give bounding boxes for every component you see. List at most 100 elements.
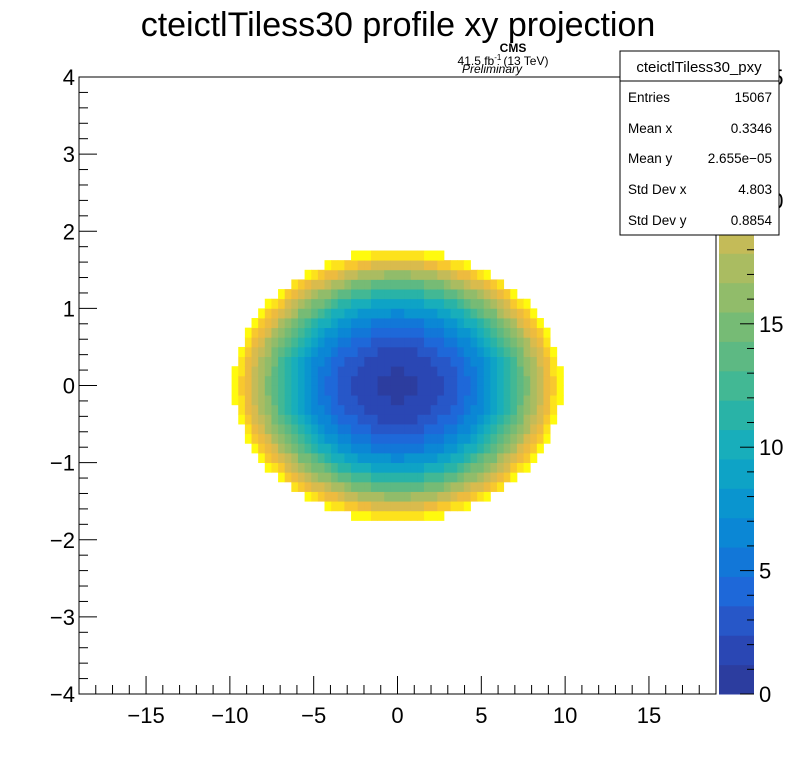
heatmap-cell bbox=[477, 318, 485, 329]
heatmap-cell bbox=[364, 260, 372, 271]
heatmap-cell bbox=[543, 395, 551, 406]
heatmap-cell bbox=[430, 318, 438, 329]
heatmap-cell bbox=[351, 318, 359, 329]
heatmap-cell bbox=[397, 424, 405, 435]
heatmap-cell bbox=[278, 462, 286, 473]
heatmap-cell bbox=[337, 269, 345, 280]
heatmap-cell bbox=[497, 472, 505, 483]
heatmap-cell bbox=[337, 318, 345, 329]
heatmap-cell bbox=[450, 491, 458, 502]
heatmap-cell bbox=[271, 375, 279, 386]
heatmap-cell bbox=[324, 375, 332, 386]
heatmap-cell bbox=[510, 452, 518, 464]
heatmap-cell bbox=[278, 472, 286, 483]
heatmap-cell bbox=[317, 308, 325, 319]
heatmap-cell bbox=[457, 375, 465, 386]
heatmap-cell bbox=[536, 327, 544, 338]
heatmap-cell bbox=[390, 501, 398, 512]
heatmap-cell bbox=[477, 385, 485, 396]
heatmap-cell bbox=[410, 298, 418, 309]
heatmap-cell bbox=[364, 298, 372, 309]
heatmap-cell bbox=[384, 472, 392, 483]
heatmap-cell bbox=[297, 356, 306, 367]
heatmap-cell bbox=[344, 501, 352, 512]
heatmap-cell bbox=[510, 337, 518, 348]
heatmap-cell bbox=[437, 260, 445, 271]
heatmap-cell bbox=[497, 433, 505, 444]
heatmap-cell bbox=[284, 395, 292, 406]
heatmap-cell bbox=[377, 337, 385, 348]
heatmap-cell bbox=[284, 346, 292, 357]
heatmap-cell bbox=[430, 289, 438, 300]
heatmap-cell bbox=[384, 327, 392, 338]
heatmap-cell bbox=[244, 414, 252, 425]
heatmap-cell bbox=[417, 433, 425, 444]
heatmap-cell bbox=[497, 443, 505, 454]
heatmap-cell bbox=[337, 279, 345, 290]
heatmap-cell bbox=[258, 375, 266, 386]
heatmap-cell bbox=[437, 472, 445, 483]
heatmap-cell bbox=[291, 308, 299, 319]
heatmap-cell bbox=[516, 452, 524, 464]
heatmap-cell bbox=[503, 462, 511, 473]
heatmap-cell bbox=[390, 452, 398, 464]
cms-annotation: CMS 41.5 fb-1 (13 TeV) Preliminary bbox=[458, 41, 549, 76]
heatmap-cell bbox=[390, 481, 398, 492]
heatmap-cell bbox=[251, 327, 259, 338]
heatmap-cell bbox=[271, 327, 279, 338]
heatmap-cell bbox=[516, 443, 524, 454]
heatmap-cell bbox=[278, 337, 286, 348]
heatmap-cell bbox=[417, 481, 425, 492]
heatmap-cell bbox=[516, 424, 524, 435]
heatmap-cell bbox=[477, 366, 485, 377]
heatmap-cell bbox=[317, 289, 325, 300]
heatmap-cell bbox=[304, 289, 312, 300]
heatmap-cell bbox=[430, 279, 438, 290]
heatmap-cell bbox=[317, 452, 325, 464]
heatmap-cell bbox=[344, 395, 352, 406]
heatmap-cell bbox=[344, 443, 352, 454]
heatmap-cell bbox=[510, 318, 518, 329]
heatmap-cell bbox=[503, 308, 511, 319]
heatmap-cell bbox=[443, 481, 451, 492]
heatmap-cell bbox=[351, 337, 359, 348]
heatmap-cell bbox=[304, 404, 312, 415]
energy-value: (13 TeV) bbox=[503, 54, 548, 68]
heatmap-cell bbox=[483, 424, 491, 435]
heatmap-cell bbox=[410, 337, 418, 348]
heatmap-cell bbox=[417, 279, 425, 290]
heatmap-cell bbox=[536, 424, 544, 435]
heatmap-cell bbox=[450, 433, 458, 444]
heatmap-cell bbox=[437, 250, 445, 261]
heatmap-cell bbox=[490, 385, 498, 396]
heatmap-cell bbox=[264, 385, 272, 396]
heatmap-cell bbox=[490, 356, 498, 367]
heatmap-cell bbox=[457, 491, 465, 502]
heatmap-cell bbox=[258, 346, 266, 357]
heatmap-cell bbox=[351, 346, 359, 357]
heatmap-cell bbox=[397, 414, 405, 425]
heatmap-cell bbox=[344, 481, 352, 492]
heatmap-cell bbox=[384, 375, 392, 386]
heatmap-cell bbox=[364, 462, 372, 473]
heatmap-cell bbox=[337, 395, 345, 406]
heatmap-cell bbox=[437, 510, 445, 521]
heatmap-cell bbox=[470, 318, 478, 329]
heatmap-cell bbox=[404, 433, 412, 444]
cms-label: CMS bbox=[500, 41, 527, 55]
heatmap-cell bbox=[463, 279, 471, 290]
heatmap-cell bbox=[430, 433, 438, 444]
heatmap-cell bbox=[410, 404, 418, 415]
heatmap-cell bbox=[331, 298, 339, 309]
heatmap-cell bbox=[450, 327, 458, 338]
heatmap-cell bbox=[377, 395, 385, 406]
heatmap-cell bbox=[264, 395, 272, 406]
heatmap-cell bbox=[311, 424, 319, 435]
heatmap-cell bbox=[523, 356, 531, 367]
heatmap-cell bbox=[463, 346, 471, 357]
heatmap-cell bbox=[410, 260, 418, 271]
heatmap-cell bbox=[370, 308, 378, 319]
heatmap-cell bbox=[251, 375, 259, 386]
heatmap-cell bbox=[530, 337, 538, 348]
heatmap-cell bbox=[351, 327, 359, 338]
